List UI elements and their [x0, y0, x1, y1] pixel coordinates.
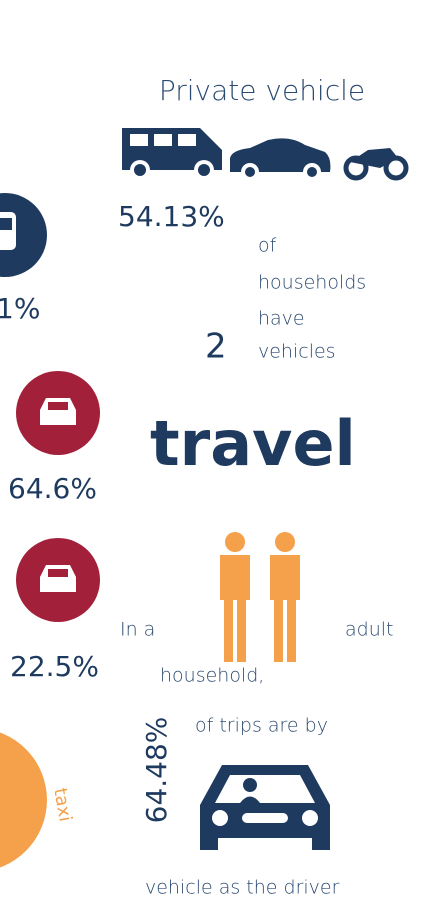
car2-percent: 22.5%: [10, 650, 99, 683]
footer-text: vehicle as the driver: [145, 877, 340, 899]
taxi-label: taxi: [49, 786, 76, 823]
train-body: [0, 212, 16, 250]
trips-percent: 64.48%: [140, 717, 173, 824]
household-text: adult: [345, 619, 393, 641]
ownership-percent: 54.13%: [118, 200, 225, 233]
people-icon: [220, 532, 300, 662]
vehicle-count: 2: [205, 327, 227, 367]
vehicle-icons: [122, 128, 409, 181]
taxi-icon: [0, 732, 47, 868]
ownership-text: have: [258, 308, 305, 330]
household-text: In a: [120, 619, 155, 641]
ownership-text: households: [258, 272, 366, 294]
car-icon-2: [16, 538, 100, 622]
car-icon-1: [16, 371, 100, 455]
ownership-text: vehicles: [258, 341, 336, 363]
train-window: [0, 218, 12, 230]
car1-percent: 64.6%: [8, 472, 97, 505]
title: Private vehicle: [159, 74, 365, 107]
household-text: household,: [160, 665, 264, 687]
rail-percent: 1%: [0, 292, 40, 325]
driver-car-icon: [200, 765, 330, 850]
household-text: of trips are by: [195, 715, 328, 737]
headline: travel: [150, 407, 356, 480]
ownership-text: of: [258, 235, 277, 257]
